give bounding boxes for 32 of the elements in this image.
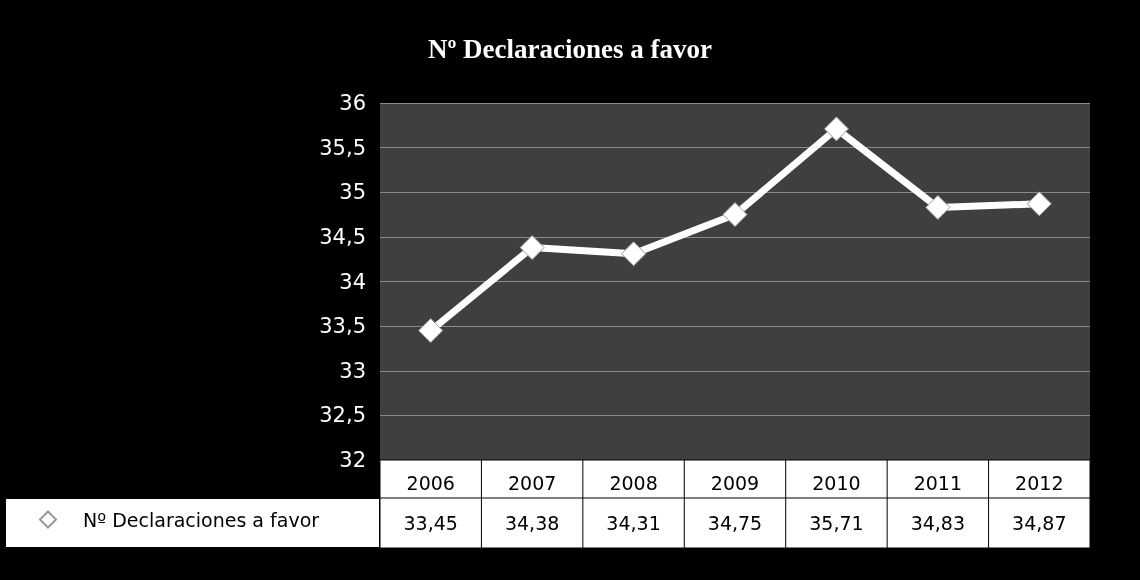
point — [925, 194, 951, 220]
x-tick-label: 2006 — [406, 471, 455, 494]
data-label: 34,75 — [707, 512, 763, 534]
point — [418, 318, 444, 344]
point — [823, 116, 849, 142]
point — [621, 241, 647, 267]
y-tick-label: 35 — [339, 180, 366, 205]
y-tick-label: 33 — [339, 358, 366, 383]
legend-label: Nº Declaraciones a favor — [83, 508, 320, 531]
x-tick-label: 2007 — [507, 471, 557, 494]
y-tick-label: 35,5 — [319, 135, 366, 160]
data-label: 33,45 — [403, 512, 458, 534]
chart-title: Nº Declaraciones a favor — [427, 33, 713, 64]
y-tick-label: 32,5 — [319, 403, 366, 428]
data-label: 34,31 — [606, 512, 661, 534]
y-tick-label: 33,5 — [319, 314, 366, 339]
point — [519, 235, 545, 261]
x-tick-label: 2008 — [609, 471, 658, 494]
data-label: 34,83 — [910, 512, 966, 534]
y-tick-label: 34,5 — [319, 224, 366, 249]
point — [722, 202, 748, 228]
y-tick-label: 36 — [339, 91, 366, 115]
x-tick-label: 2011 — [913, 471, 963, 494]
y-tick-label: 32 — [339, 448, 366, 472]
x-tick-label: 2010 — [812, 471, 861, 494]
data-label: 34,87 — [1012, 512, 1067, 534]
x-tick-label: 2009 — [710, 471, 760, 494]
point — [1026, 191, 1052, 217]
x-tick-label: 2012 — [1015, 471, 1064, 494]
data-label: 35,71 — [809, 512, 864, 534]
y-tick-label: 34 — [339, 269, 366, 294]
data-label: 34,38 — [504, 512, 560, 534]
